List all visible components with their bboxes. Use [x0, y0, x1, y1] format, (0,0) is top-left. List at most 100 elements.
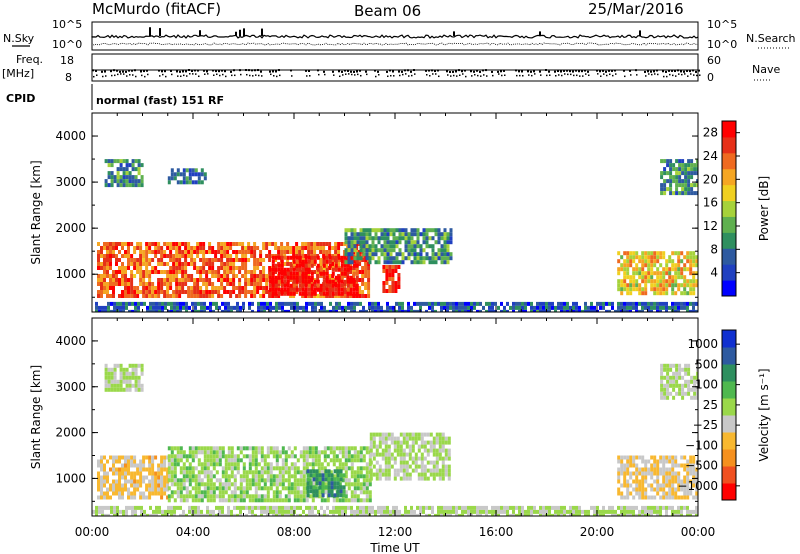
- data-cell: [440, 309, 443, 312]
- data-cell: [277, 287, 281, 292]
- data-cell: [641, 251, 645, 256]
- data-cell: [133, 479, 137, 484]
- data-cell: [323, 446, 327, 451]
- data-cell: [399, 440, 403, 445]
- data-cell: [677, 275, 681, 280]
- data-cell: [620, 305, 623, 310]
- data-cell: [678, 367, 682, 372]
- data-cell: [248, 482, 252, 487]
- data-cell: [668, 459, 672, 464]
- nave-point: [405, 73, 407, 75]
- data-cell: [428, 513, 431, 516]
- data-cell: [167, 470, 171, 475]
- data-cell: [151, 455, 155, 460]
- data-cell: [283, 287, 287, 292]
- data-cell: [113, 363, 117, 368]
- data-cell: [151, 286, 155, 290]
- data-cell: [390, 440, 394, 445]
- data-cell: [128, 387, 132, 392]
- data-cell: [684, 379, 688, 384]
- data-cell: [238, 290, 242, 294]
- data-cell: [236, 513, 239, 516]
- data-cell: [399, 464, 403, 469]
- data-cell: [632, 495, 636, 500]
- data-cell: [470, 513, 473, 516]
- data-cell: [669, 383, 673, 388]
- data-cell: [181, 290, 185, 294]
- data-cell: [199, 242, 203, 246]
- data-cell: [241, 242, 245, 246]
- data-cell: [677, 283, 681, 288]
- data-cell: [160, 258, 164, 262]
- data-cell: [226, 282, 230, 286]
- data-cell: [629, 279, 633, 284]
- data-cell: [295, 279, 299, 284]
- data-cell: [289, 278, 293, 282]
- data-cell: [185, 466, 189, 471]
- data-cell: [250, 246, 254, 250]
- data-cell: [170, 450, 174, 455]
- data-cell: [641, 495, 645, 500]
- data-cell: [426, 452, 430, 457]
- data-cell: [304, 242, 308, 246]
- nave-point: [681, 73, 683, 76]
- data-cell: [677, 471, 681, 476]
- nave-point: [219, 74, 221, 77]
- freq-point: [674, 70, 676, 73]
- data-cell: [416, 232, 420, 237]
- data-cell: [272, 505, 275, 510]
- data-cell: [226, 274, 230, 278]
- data-cell: [372, 436, 376, 441]
- data-cell: [289, 255, 293, 260]
- data-cell: [266, 466, 270, 471]
- data-cell: [107, 183, 111, 188]
- data-cell: [284, 454, 288, 459]
- data-cell: [527, 301, 530, 306]
- data-cell: [393, 460, 397, 465]
- data-cell: [328, 287, 332, 292]
- data-cell: [419, 260, 423, 265]
- data-cell: [668, 455, 672, 460]
- data-cell: [164, 301, 167, 306]
- data-cell: [674, 509, 677, 514]
- data-cell: [391, 269, 395, 273]
- freq-point: [206, 70, 208, 73]
- data-cell: [352, 294, 356, 298]
- data-cell: [425, 505, 428, 510]
- nave-point: [699, 74, 701, 76]
- data-cell: [227, 498, 231, 503]
- data-cell: [647, 471, 651, 476]
- data-cell: [315, 493, 319, 498]
- data-cell: [665, 479, 669, 484]
- data-cell: [696, 171, 698, 176]
- data-cell: [641, 301, 644, 306]
- data-cell: [139, 495, 143, 500]
- data-cell: [659, 455, 663, 460]
- data-cell: [166, 475, 170, 480]
- data-cell: [193, 258, 197, 262]
- data-cell: [190, 246, 194, 250]
- data-cell: [110, 163, 114, 168]
- data-cell: [389, 244, 393, 249]
- data-cell: [641, 479, 645, 484]
- data-cell: [668, 255, 672, 260]
- data-cell: [137, 375, 141, 380]
- data-cell: [686, 301, 689, 306]
- data-cell: [314, 486, 318, 491]
- data-cell: [104, 305, 107, 310]
- data-cell: [104, 387, 108, 392]
- data-cell: [386, 248, 390, 253]
- data-cell: [668, 475, 672, 480]
- data-cell: [299, 494, 303, 499]
- data-cell: [668, 505, 671, 510]
- data-cell: [163, 483, 167, 488]
- data-cell: [602, 509, 605, 514]
- data-cell: [653, 455, 657, 460]
- data-cell: [494, 505, 497, 510]
- data-cell: [629, 291, 633, 296]
- data-cell: [378, 444, 382, 449]
- data-cell: [316, 283, 320, 288]
- data-cell: [170, 513, 173, 516]
- data-cell: [106, 479, 109, 484]
- data-cell: [160, 278, 164, 282]
